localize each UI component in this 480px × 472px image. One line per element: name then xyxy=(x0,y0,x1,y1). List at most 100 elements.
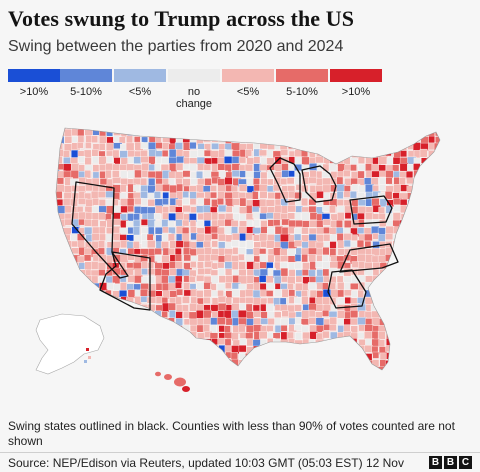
county xyxy=(78,283,88,290)
county xyxy=(154,352,164,360)
county xyxy=(239,170,247,178)
legend-swatch xyxy=(222,69,274,82)
county xyxy=(162,135,170,143)
county xyxy=(91,135,98,143)
county xyxy=(435,227,440,237)
county xyxy=(56,269,59,277)
county xyxy=(99,171,107,179)
county xyxy=(56,149,64,157)
county xyxy=(315,156,324,164)
county xyxy=(364,345,373,353)
county xyxy=(267,254,275,263)
county xyxy=(349,128,359,129)
county xyxy=(294,316,302,325)
county xyxy=(260,353,268,361)
county xyxy=(98,156,107,165)
county xyxy=(420,352,429,360)
county xyxy=(443,318,449,324)
county xyxy=(428,162,435,171)
logo-letter: B xyxy=(444,456,457,469)
county xyxy=(56,199,57,207)
county xyxy=(98,212,106,221)
county xyxy=(112,149,120,159)
county xyxy=(315,198,323,207)
county xyxy=(428,128,437,132)
county xyxy=(358,164,367,171)
county xyxy=(238,226,247,234)
footnote: Swing states outlined in black. Counties… xyxy=(8,419,455,448)
county xyxy=(288,359,296,370)
logo-letter: C xyxy=(459,456,472,469)
county xyxy=(413,219,420,228)
county xyxy=(273,289,282,297)
county xyxy=(134,353,143,362)
county xyxy=(406,353,415,361)
county xyxy=(289,121,297,127)
county xyxy=(188,163,197,172)
county xyxy=(232,206,240,214)
county xyxy=(99,135,108,144)
county xyxy=(421,261,429,270)
county xyxy=(126,345,136,353)
county xyxy=(330,331,338,342)
county xyxy=(141,198,149,206)
county xyxy=(169,346,179,355)
county xyxy=(105,142,115,152)
county xyxy=(287,212,296,220)
county xyxy=(399,261,407,269)
county xyxy=(407,339,415,349)
county xyxy=(441,179,449,185)
county xyxy=(113,345,121,355)
county xyxy=(76,304,85,313)
county xyxy=(273,366,281,370)
county xyxy=(400,128,410,138)
county xyxy=(323,143,330,152)
county xyxy=(126,128,134,130)
county xyxy=(330,346,339,356)
county xyxy=(406,332,415,342)
county xyxy=(190,128,197,129)
hawaii-island xyxy=(164,374,172,380)
county xyxy=(337,134,346,143)
county xyxy=(78,269,87,278)
legend-item-blue-mid: 5-10% xyxy=(60,69,112,98)
county xyxy=(443,170,451,178)
county xyxy=(154,227,164,235)
county xyxy=(414,268,423,275)
county xyxy=(190,339,198,347)
county xyxy=(392,128,400,131)
county xyxy=(379,276,387,285)
county xyxy=(203,366,210,370)
county xyxy=(238,184,248,192)
county xyxy=(77,366,84,370)
county xyxy=(106,155,113,163)
county xyxy=(343,353,353,363)
county xyxy=(420,332,427,342)
county xyxy=(358,261,366,269)
county xyxy=(336,191,344,199)
county xyxy=(309,261,317,271)
county xyxy=(301,296,309,305)
county xyxy=(195,128,203,131)
county xyxy=(350,345,359,355)
county xyxy=(398,339,407,349)
county xyxy=(119,282,127,291)
county xyxy=(210,360,220,368)
county xyxy=(414,128,424,131)
county xyxy=(175,346,183,355)
county xyxy=(302,366,312,370)
county xyxy=(442,136,448,144)
county xyxy=(196,219,204,227)
county xyxy=(294,240,303,247)
county xyxy=(246,219,253,227)
county xyxy=(148,352,156,362)
county xyxy=(176,366,184,370)
county xyxy=(140,219,149,226)
county xyxy=(316,143,326,152)
county xyxy=(357,359,364,368)
county xyxy=(182,191,189,198)
county xyxy=(407,241,415,251)
county xyxy=(148,332,158,342)
county xyxy=(392,212,401,221)
county xyxy=(398,282,407,290)
